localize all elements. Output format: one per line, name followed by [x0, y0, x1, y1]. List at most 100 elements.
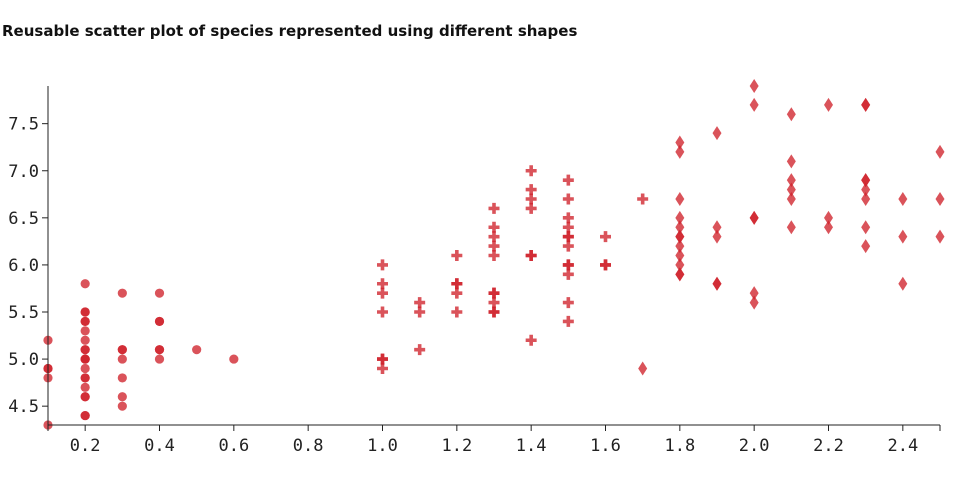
data-point-cross [451, 250, 463, 261]
x-axis-ticks: 0.2 0.4 0.6 0.8 1.0 1.2 1.4 1.6 1.8 2.0 2.2 2.4 [47, 425, 941, 456]
data-point-cross [451, 287, 463, 299]
data-point-cross [488, 250, 500, 261]
data-point-cross [562, 221, 574, 233]
data-point-cross [562, 231, 574, 243]
y-tick-label: 5.5 [8, 303, 39, 323]
data-point-cross [451, 278, 463, 290]
y-tick-label: 7.5 [8, 115, 39, 135]
data-point-circle [117, 354, 127, 364]
data-point-cross [562, 297, 574, 309]
data-point-diamond [675, 229, 685, 244]
data-point-diamond [749, 97, 759, 112]
data-point-diamond [861, 192, 871, 206]
data-point-circle [80, 373, 90, 383]
data-point-diamond [786, 173, 796, 188]
data-point-diamond [712, 126, 722, 141]
x-tick-label: 1.8 [664, 436, 695, 456]
data-point-diamond [749, 295, 759, 310]
data-point-cross [525, 334, 537, 346]
data-point-cross [562, 174, 574, 186]
data-point-circle [80, 316, 90, 327]
data-point-cross [377, 306, 389, 318]
data-point-cross [377, 287, 389, 299]
data-point-cross [525, 202, 537, 214]
data-point-circle [154, 345, 165, 355]
data-point-circle [80, 363, 90, 374]
data-point-diamond [749, 210, 759, 225]
data-point-circle [229, 354, 239, 364]
axes: 0.2 0.4 0.6 0.8 1.0 1.2 1.4 1.6 1.8 2.0 2.2 2.4 4.5… [8, 86, 941, 456]
x-tick-label: 1.6 [590, 436, 621, 456]
data-point-diamond [712, 220, 722, 235]
data-point-cross [414, 297, 426, 309]
data-point-cross [562, 240, 574, 252]
data-point-diamond [786, 220, 796, 235]
data-point-diamond [712, 229, 722, 244]
data-point-diamond [935, 144, 945, 159]
y-axis-ticks: 4.5 5.0 5.5 6.0 6.5 7.0 7.5 [8, 115, 48, 417]
data-point-cross [562, 212, 574, 224]
data-point-cross [488, 202, 500, 214]
data-point-diamond [786, 182, 796, 197]
data-point-circle [80, 326, 90, 336]
data-point-cross [488, 297, 500, 309]
data-point-cross [525, 165, 537, 177]
data-point-circle [117, 401, 127, 411]
data-point-diamond [898, 192, 908, 206]
x-tick-label: 2.0 [739, 436, 770, 456]
data-point-diamond [675, 144, 685, 159]
data-point-diamond [898, 229, 908, 244]
data-point-diamond [749, 286, 759, 301]
data-point-circle [154, 354, 165, 364]
data-point-diamond [935, 229, 945, 244]
data-point-cross [451, 306, 463, 318]
data-point-diamond [898, 276, 908, 291]
data-point-diamond [861, 239, 871, 254]
data-point-circle [80, 335, 90, 345]
data-point-circle [80, 354, 90, 364]
data-point-cross [600, 231, 611, 243]
data-point-cross [525, 193, 537, 205]
data-point-circle [192, 345, 202, 355]
data-point-cross [488, 306, 500, 318]
data-point-cross [562, 315, 574, 327]
data-point-cross [488, 231, 500, 243]
data-point-diamond [749, 79, 759, 93]
data-point-diamond [786, 192, 796, 206]
data-point-diamond [824, 210, 833, 225]
data-point-cross [414, 306, 426, 318]
data-point-circle [117, 392, 127, 402]
data-point-cross [377, 363, 389, 375]
y-tick-label: 6.0 [8, 256, 39, 276]
data-point-diamond [675, 239, 685, 254]
data-point-circle [117, 373, 127, 383]
data-point-diamond [675, 210, 685, 225]
data-point-circle [154, 288, 165, 298]
data-point-circle [80, 392, 90, 402]
x-tick-label: 0.4 [144, 436, 175, 456]
data-point-cross [562, 193, 574, 205]
data-point-circle [117, 345, 127, 355]
x-tick-label: 0.2 [70, 436, 101, 456]
data-point-diamond [786, 107, 796, 122]
data-point-diamond [638, 361, 648, 376]
data-point-diamond [675, 257, 685, 272]
data-point-cross [525, 184, 537, 196]
data-point-cross [377, 353, 389, 365]
data-point-circle [80, 382, 90, 392]
data-point-diamond [786, 154, 796, 169]
x-tick-label: 2.2 [813, 436, 844, 456]
data-point-diamond [675, 135, 685, 150]
data-point-cross [414, 344, 426, 356]
data-point-diamond [824, 97, 833, 112]
data-point-diamond [861, 220, 871, 235]
data-point-diamond [675, 248, 685, 263]
data-point-cross [600, 259, 611, 271]
data-point-diamond [675, 192, 685, 206]
data-point-diamond [861, 173, 871, 188]
data-point-cross [377, 278, 389, 290]
data-point-cross [562, 259, 574, 271]
x-tick-label: 1.2 [441, 436, 472, 456]
data-point-circle [80, 307, 90, 317]
